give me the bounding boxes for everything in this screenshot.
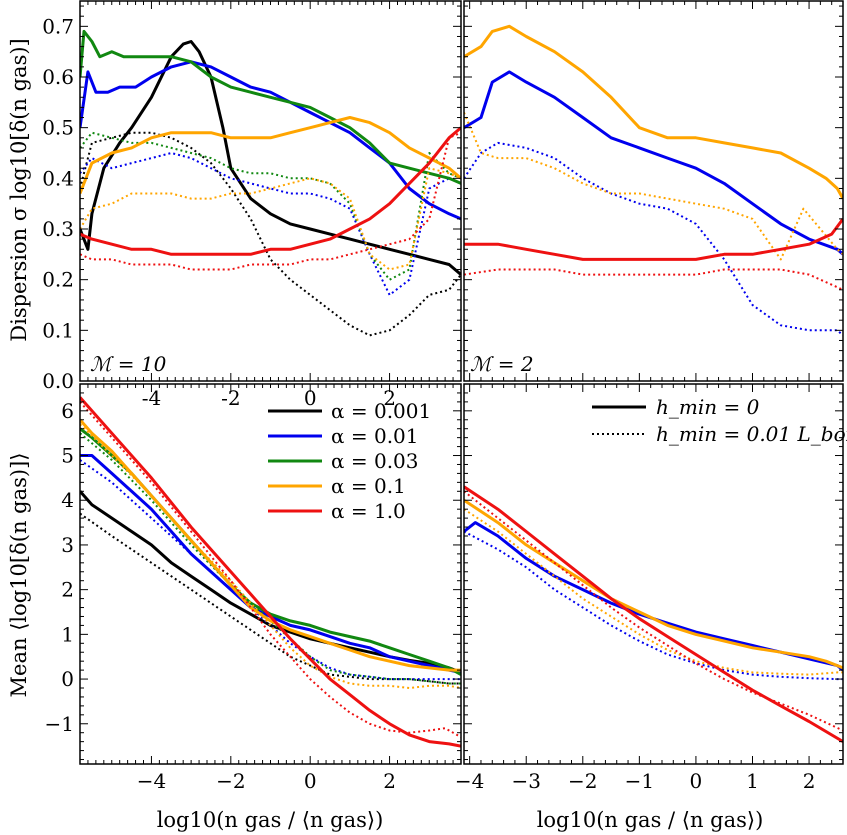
x-tick-label: 2 [383, 769, 396, 793]
legend-label-alpha-001: α = 0.01 [331, 424, 419, 448]
panel-bottom-left-series [80, 396, 461, 748]
panel-top-left-series [80, 29, 461, 337]
y-tick-label: 6 [61, 399, 74, 423]
series-alpha-001-solid [464, 70, 843, 256]
x-tick-label: -2 [221, 386, 240, 410]
legend-label-hmin-solid: h_min = 0 [656, 395, 760, 419]
series-alpha-01-solid [464, 498, 843, 670]
x-tick-label: −3 [511, 769, 540, 793]
x-tick-label: −4 [455, 769, 484, 793]
series-alpha-01-dotted [80, 167, 461, 271]
y-tick-label: 0.4 [42, 166, 74, 190]
panel-top-right-series [464, 24, 843, 337]
y-tick-label: 0.6 [42, 65, 74, 89]
y-tick-label: 0.0 [42, 369, 74, 393]
y-tick-label: 5 [61, 444, 74, 468]
legend-label-alpha-01: α = 0.1 [331, 474, 406, 498]
x-tick-label: 2 [803, 769, 816, 793]
y-tick-label: 0.3 [42, 217, 74, 241]
legend-hmin: h_min = 0 h_min = 0.01 L_box [592, 395, 847, 446]
series-alpha-003-dotted [80, 131, 461, 281]
x-tick-label: 0 [690, 769, 703, 793]
x-tick-label: −1 [625, 769, 654, 793]
data-layer [80, 24, 843, 748]
y-tick-label: 0.2 [42, 268, 74, 292]
x-axis-title-left: log10(n gas / ⟨n gas⟩) [157, 808, 384, 832]
y-axis-title-mean: Mean ⟨log10[δ(n gas)]⟩ [7, 453, 31, 698]
y-tick-label: −1 [45, 712, 74, 736]
legend-label-alpha-0001: α = 0.001 [331, 399, 431, 423]
y-tick-label: 1 [61, 622, 74, 646]
legend-label-hmin-dotted: h_min = 0.01 L_box [656, 422, 847, 446]
y-tick-label: 0.7 [42, 14, 74, 38]
series-alpha-0001-dotted [80, 512, 461, 685]
series-alpha-01-solid [80, 116, 461, 195]
x-tick-label: 2 [383, 386, 396, 410]
y-tick-label: 4 [61, 488, 74, 512]
panel-frames [79, 0, 844, 765]
legend-alpha: α = 0.001 α = 0.01 α = 0.03 α = 0.1 α = … [268, 399, 431, 523]
tick-layer: 0.0 0.1 0.2 0.3 0.4 0.5 0.6 0.7 -4 -2 0 2 −1 0 1 2 3 4 5 6 −… [42, 1, 844, 793]
series-alpha-10-dotted [80, 401, 461, 739]
panel-bottom-right-series [464, 485, 843, 743]
y-tick-label: 2 [61, 578, 74, 602]
panel-frame-top-right [463, 0, 844, 382]
x-tick-label: 0 [304, 769, 317, 793]
series-alpha-003-dotted [80, 432, 461, 685]
series-alpha-10-solid [80, 126, 461, 256]
x-tick-label: 1 [746, 769, 759, 793]
series-alpha-01-solid [80, 418, 461, 672]
legend-label-alpha-10: α = 1.0 [331, 499, 406, 523]
x-tick-label: -4 [142, 386, 161, 410]
series-alpha-10-dotted [464, 268, 843, 291]
mach-2-label: ℳ = 2 [470, 352, 534, 376]
panel-frame-bottom-right [463, 383, 844, 765]
series-alpha-01-dotted [464, 112, 843, 261]
series-alpha-01-solid [464, 24, 843, 200]
x-tick-label: 0 [304, 386, 317, 410]
mach-10-label: ℳ = 10 [90, 352, 167, 376]
y-tick-label: 0.1 [42, 318, 74, 342]
x-tick-label: −2 [568, 769, 597, 793]
series-alpha-10-dotted [464, 490, 843, 732]
series-alpha-001-solid [80, 60, 461, 221]
series-alpha-001-dotted [80, 152, 461, 296]
y-tick-label: 3 [61, 533, 74, 557]
x-tick-label: −4 [137, 769, 166, 793]
series-alpha-003-solid [80, 29, 461, 185]
series-alpha-001-dotted [464, 141, 843, 337]
series-alpha-10-solid [464, 485, 843, 743]
y-axis-title-dispersion: Dispersion σ log10[δ(n gas)] [7, 38, 31, 341]
series-alpha-0001-dotted [80, 131, 461, 337]
x-tick-label: −2 [216, 769, 245, 793]
legend-label-alpha-003: α = 0.03 [331, 449, 419, 473]
y-tick-label: 0 [61, 667, 74, 691]
series-alpha-10-solid [464, 218, 843, 261]
series-alpha-01-dotted [80, 423, 461, 689]
y-tick-label: 0.5 [42, 116, 74, 140]
series-alpha-10-solid [80, 396, 461, 748]
series-alpha-001-solid [464, 521, 843, 672]
series-alpha-01-dotted [464, 508, 843, 676]
x-axis-title-right: log10(n gas / ⟨n gas⟩) [537, 808, 764, 832]
